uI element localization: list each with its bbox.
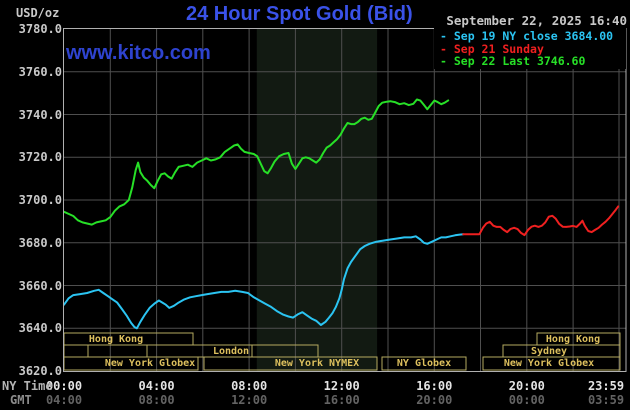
session-box <box>63 344 89 358</box>
page-title: 24 Hour Spot Gold (Bid) <box>186 3 413 25</box>
session-box <box>203 356 378 371</box>
price-line <box>462 205 620 237</box>
gmt-tick-label: 03:59 <box>587 393 625 407</box>
kitco-watermark: www.kitco.com <box>66 42 211 64</box>
ny-tick-label: 00:00 <box>45 379 83 393</box>
price-line <box>63 233 465 330</box>
plot-border <box>63 28 627 372</box>
y-tick-label: 3680.0 <box>18 235 62 250</box>
ny-tick-label: 16:00 <box>416 379 453 393</box>
timestamp-label: September 22, 2025 16:40 <box>446 13 627 28</box>
legend-dash-icon: - <box>440 41 454 56</box>
legend-item-sep22: - Sep 22 Last 3746.60 <box>440 54 586 68</box>
ny-tick-label: 20:00 <box>508 379 545 393</box>
legend-item-sep19: - Sep 19 NY close 3684.00 <box>440 29 614 43</box>
y-tick-label: 3720.0 <box>18 150 62 165</box>
legend-item-sep21: - Sep 21 Sunday <box>440 41 544 56</box>
ny-tick-label: 08:00 <box>231 379 268 393</box>
y-axis-unit-label: USD/oz <box>16 6 60 20</box>
session-label: Sydney <box>530 346 568 357</box>
gmt-tick-label: 04:00 <box>45 393 83 407</box>
session-label: New York Globex <box>104 358 196 369</box>
session-box <box>381 356 467 371</box>
gmt-tick-label: 00:00 <box>508 393 545 407</box>
y-tick-label: 3740.0 <box>18 107 62 122</box>
y-tick-label: 3780.0 <box>18 22 62 36</box>
y-tick-label: 3760.0 <box>18 64 62 79</box>
gmt-tick-label: 12:00 <box>231 393 268 407</box>
ny-tick-label: 23:59 <box>587 379 625 393</box>
ny-tick-label: 12:00 <box>323 379 360 393</box>
chart-legend: - Sep 19 NY close 3684.00 - Sep 21 Sunda… <box>434 28 626 69</box>
y-tick-label: 3660.0 <box>18 278 62 293</box>
session-label: Hong Kong <box>88 334 144 345</box>
ny-tick-label: 04:00 <box>138 379 175 393</box>
session-label: London <box>212 346 250 357</box>
session-label: New York Globex <box>503 358 595 369</box>
gmt-tick-label: 20:00 <box>416 393 453 407</box>
session-box <box>482 356 621 371</box>
gmt-tick-label: 08:00 <box>138 393 175 407</box>
ny-time-axis-label: NY Time <box>2 379 53 393</box>
session-label: Hong Kong <box>545 334 601 345</box>
session-box <box>87 344 148 358</box>
session-label: NY Globex <box>396 358 452 369</box>
y-tick-label: 3700.0 <box>18 193 62 207</box>
legend-dash-icon: - <box>440 29 454 43</box>
gmt-axis-label: GMT <box>10 393 32 407</box>
gmt-tick-label: 16:00 <box>323 393 360 407</box>
legend-dash-icon: - <box>440 54 454 68</box>
y-tick-label: 3640.0 <box>18 321 62 336</box>
price-line <box>63 98 450 226</box>
y-tick-label: 3620.0 <box>18 364 62 378</box>
session-label: New York NYMEX <box>274 358 360 369</box>
